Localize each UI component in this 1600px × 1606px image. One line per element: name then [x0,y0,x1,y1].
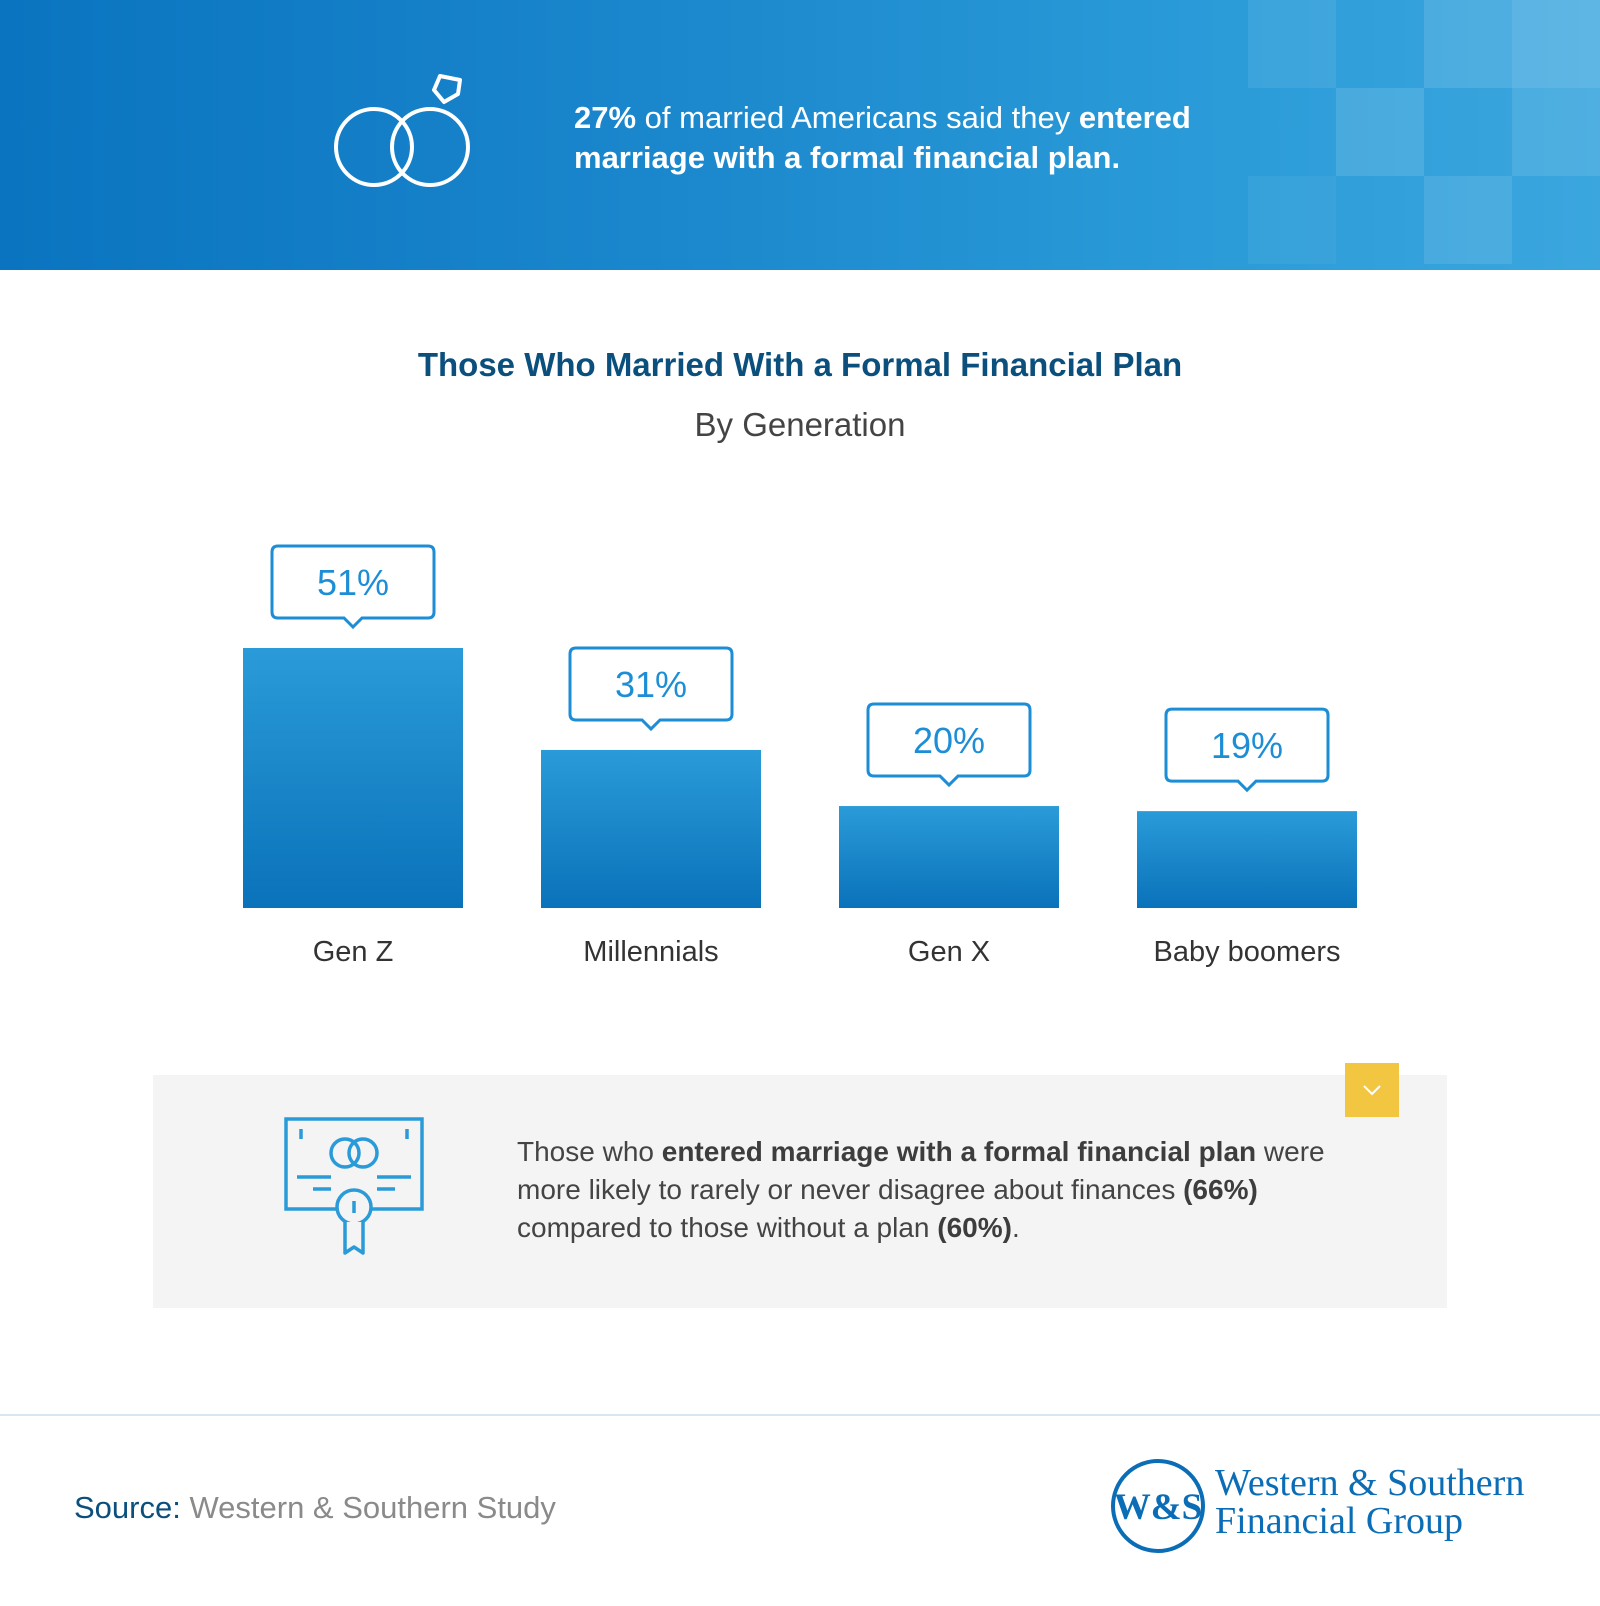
wedding-rings-icon [334,74,470,187]
callout-text-part: . [1011,1212,1020,1243]
callout-stat-with-plan: (66%) [1183,1174,1258,1205]
value-callout-box [1164,707,1330,793]
ws-monogram-logo: W&S [1111,1459,1205,1553]
banner-statement: 27% of married Americans said they enter… [574,98,1274,178]
bar [243,648,463,908]
callout-stat-without-plan: (60%) [937,1212,1012,1243]
callout-text-part: Those who [517,1136,662,1167]
banner-text-bold: entered marriage with a formal financial… [574,100,1191,175]
callout-text: Those who entered marriage with a formal… [517,1133,1337,1247]
company-logo: W&S Western & Southern Financial Group [1110,1458,1550,1558]
value-callout-box [568,646,734,732]
chart-title: Those Who Married With a Formal Financia… [417,346,1183,383]
logo-line-2: Financial Group [1215,1500,1464,1542]
logo-monogram: W&S [1114,1487,1202,1528]
bar-chart: 51% Gen Z 31% Millennials 20% Gen X 19% Baby bo… [243,544,1357,968]
source-note: Source: Western & Southern Study [74,1490,556,1526]
value-callout-box [866,702,1032,788]
source-text: Western & Southern Study [180,1490,556,1525]
footer-divider [0,1414,1600,1416]
decor-tile [1512,88,1600,176]
value-callout-box [270,544,436,630]
category-label: Gen Z [313,936,394,968]
decor-tile [1424,176,1512,264]
insight-callout: Those who entered marriage with a formal… [153,1075,1447,1308]
decor-tile [1248,0,1336,88]
bar-value-label: 31% [615,664,687,705]
category-label: Baby boomers [1154,936,1341,968]
category-label: Millennials [583,936,718,968]
bar [541,749,761,908]
decor-tile [1424,0,1512,88]
callout-text-part: compared to those without a plan [517,1212,938,1243]
bar-value-label: 51% [317,562,389,603]
decor-tile [1336,88,1424,176]
header-banner: 27% of married Americans said they enter… [0,0,1600,270]
bar [839,806,1059,908]
logo-line-1: Western & Southern [1215,1462,1525,1504]
bar [1137,811,1357,908]
callout-text-bold: entered marriage with a formal financial… [661,1136,1257,1167]
chevron-down-icon [1363,1085,1381,1096]
decor-tile [1248,176,1336,264]
decor-tile [1512,0,1600,88]
logo-wordmark: Western & Southern Financial Group [1215,1464,1545,1540]
callout-text-part: were more likely to rarely or never disa… [517,1136,1325,1205]
category-label: Gen X [908,936,990,968]
bar-value-label: 20% [913,720,985,761]
banner-stat: 27% [574,100,637,135]
marriage-certificate-icon [284,1117,424,1255]
source-label: Source: [74,1490,181,1525]
expand-tab[interactable] [1345,1063,1399,1117]
bar-value-label: 19% [1211,725,1283,766]
chart-subtitle: By Generation [694,406,906,443]
banner-text-mid: of married Americans said they [636,100,1079,135]
